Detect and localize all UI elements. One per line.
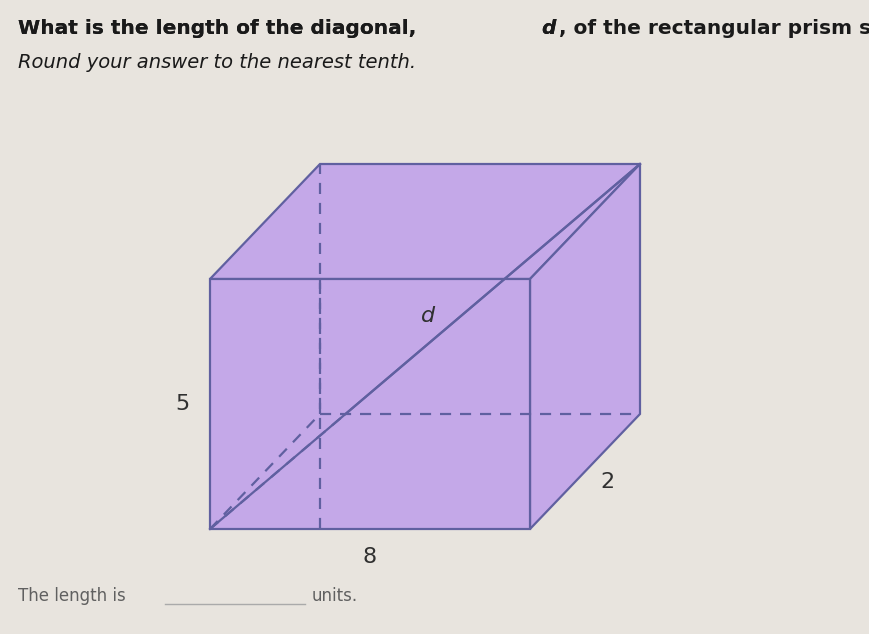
Polygon shape	[210, 164, 640, 279]
Text: d: d	[541, 20, 555, 39]
Text: , of the rectangular prism shown below?: , of the rectangular prism shown below?	[560, 20, 869, 39]
Text: 5: 5	[175, 394, 189, 414]
Polygon shape	[210, 279, 530, 529]
Text: units.: units.	[312, 587, 358, 605]
Polygon shape	[530, 164, 640, 529]
Text: d: d	[541, 20, 555, 39]
Text: 2: 2	[600, 472, 614, 491]
Text: Round your answer to the nearest tenth.: Round your answer to the nearest tenth.	[18, 53, 416, 72]
Text: What is the length of the diagonal,: What is the length of the diagonal,	[18, 20, 423, 39]
Text: The length is: The length is	[18, 587, 126, 605]
Text: What is the length of the diagonal,: What is the length of the diagonal,	[18, 20, 423, 39]
Text: d: d	[421, 306, 435, 327]
Text: 8: 8	[363, 547, 377, 567]
